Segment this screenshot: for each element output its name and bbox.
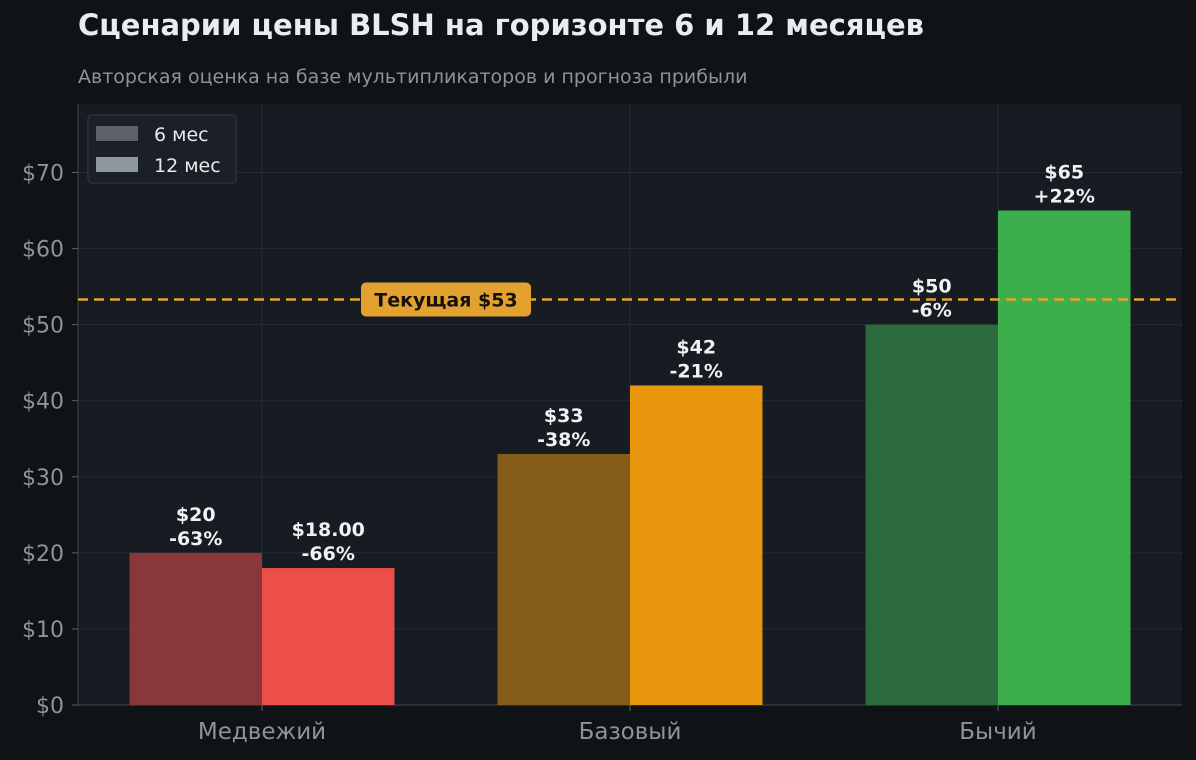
bar xyxy=(865,324,998,705)
y-tick-label: $20 xyxy=(22,542,64,567)
data-label-change: -66% xyxy=(302,543,355,565)
y-tick-label: $40 xyxy=(22,390,64,415)
y-tick-label: $30 xyxy=(22,466,64,491)
legend-swatch xyxy=(96,157,138,172)
y-tick-label: $60 xyxy=(22,238,64,263)
data-label-value: $18.00 xyxy=(292,519,365,541)
data-label-change: +22% xyxy=(1034,186,1095,208)
bar xyxy=(262,568,395,705)
legend-label: 6 мес xyxy=(154,124,209,146)
data-label-value: $33 xyxy=(544,405,584,427)
bar xyxy=(630,385,763,705)
data-label-change: -63% xyxy=(169,528,222,550)
y-tick-label: $50 xyxy=(22,314,64,339)
data-label-change: -21% xyxy=(670,360,723,382)
chart-subtitle: Авторская оценка на базе мультипликаторо… xyxy=(78,66,748,88)
y-tick-label: $70 xyxy=(22,161,64,186)
x-category-label: Базовый xyxy=(579,719,682,745)
y-tick-label: $10 xyxy=(22,618,64,643)
legend-swatch xyxy=(96,126,138,141)
data-label-value: $50 xyxy=(912,276,952,298)
x-category-label: Бычий xyxy=(959,719,1036,745)
current-price-badge xyxy=(361,282,531,317)
bar xyxy=(998,210,1131,705)
data-label-value: $20 xyxy=(176,504,216,526)
current-price-label: Текущая $53 xyxy=(374,290,517,312)
bar xyxy=(497,453,630,705)
legend-label: 12 мес xyxy=(154,155,221,177)
data-label-value: $42 xyxy=(676,336,716,358)
data-label-value: $65 xyxy=(1044,162,1084,184)
data-label-change: -38% xyxy=(537,429,590,451)
data-label-change: -6% xyxy=(912,300,952,322)
x-category-label: Медвежий xyxy=(198,719,326,745)
y-tick-label: $0 xyxy=(36,694,64,719)
chart-title: Сценарии цены BLSH на горизонте 6 и 12 м… xyxy=(78,8,924,42)
bar xyxy=(129,552,262,705)
